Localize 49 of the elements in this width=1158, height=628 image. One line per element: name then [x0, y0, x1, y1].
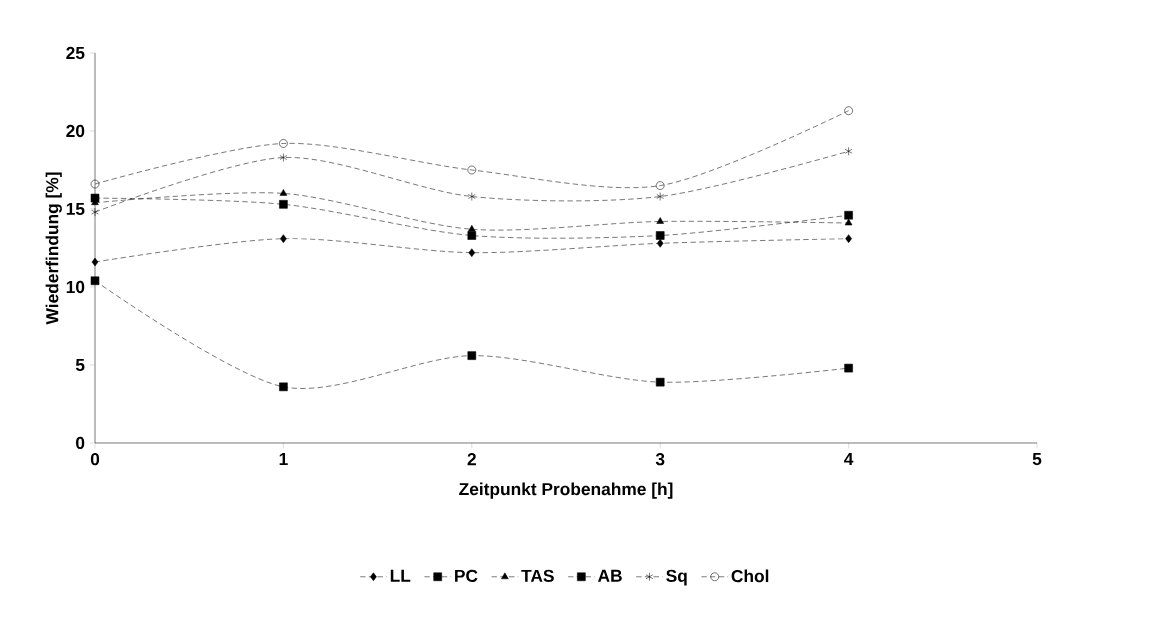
legend-label: AB [598, 569, 622, 582]
point [91, 207, 99, 217]
point [279, 382, 288, 392]
x-tick-label: 5 [1032, 453, 1042, 466]
point [844, 106, 853, 115]
x-tick-label: 3 [655, 453, 665, 466]
point [468, 248, 476, 257]
point [468, 225, 476, 232]
y-tick-label: 15 [66, 202, 85, 216]
point [280, 234, 287, 243]
y-tick-label: 25 [66, 46, 85, 60]
point [656, 192, 664, 201]
point [656, 217, 664, 224]
x-tick-label: 2 [467, 453, 476, 466]
point [655, 181, 665, 190]
x-axis-title: Zeitpunkt Probenahme [h] [459, 482, 673, 499]
legend-label: Chol [731, 569, 769, 583]
point [90, 276, 100, 286]
y-tick-label: 5 [75, 358, 85, 372]
x-tick-label: 0 [90, 453, 100, 466]
point [279, 153, 288, 162]
y-axis-title: Wiederfindung [%] [45, 172, 62, 325]
point [844, 363, 853, 373]
point [844, 218, 853, 226]
point [279, 139, 288, 148]
point [467, 351, 477, 360]
point [655, 377, 665, 387]
point [468, 192, 476, 201]
legend-label: TAS [521, 569, 554, 582]
y-tick-label: 0 [76, 436, 85, 450]
legend-label: LL [390, 569, 411, 582]
point [844, 210, 853, 220]
legend-label: Sq [666, 569, 687, 586]
point [845, 234, 852, 243]
legend-label: PC [455, 569, 478, 582]
y-tick-label: 20 [66, 124, 85, 138]
point [91, 257, 99, 267]
point [90, 193, 100, 203]
point [844, 147, 853, 156]
point [656, 239, 664, 248]
point [467, 231, 477, 240]
point [655, 231, 665, 240]
point [467, 165, 477, 175]
point [279, 189, 288, 196]
x-tick-label: 1 [279, 453, 288, 465]
point [279, 200, 288, 209]
x-tick-label: 4 [844, 453, 854, 465]
point [90, 179, 100, 189]
y-tick-label: 10 [66, 280, 85, 294]
